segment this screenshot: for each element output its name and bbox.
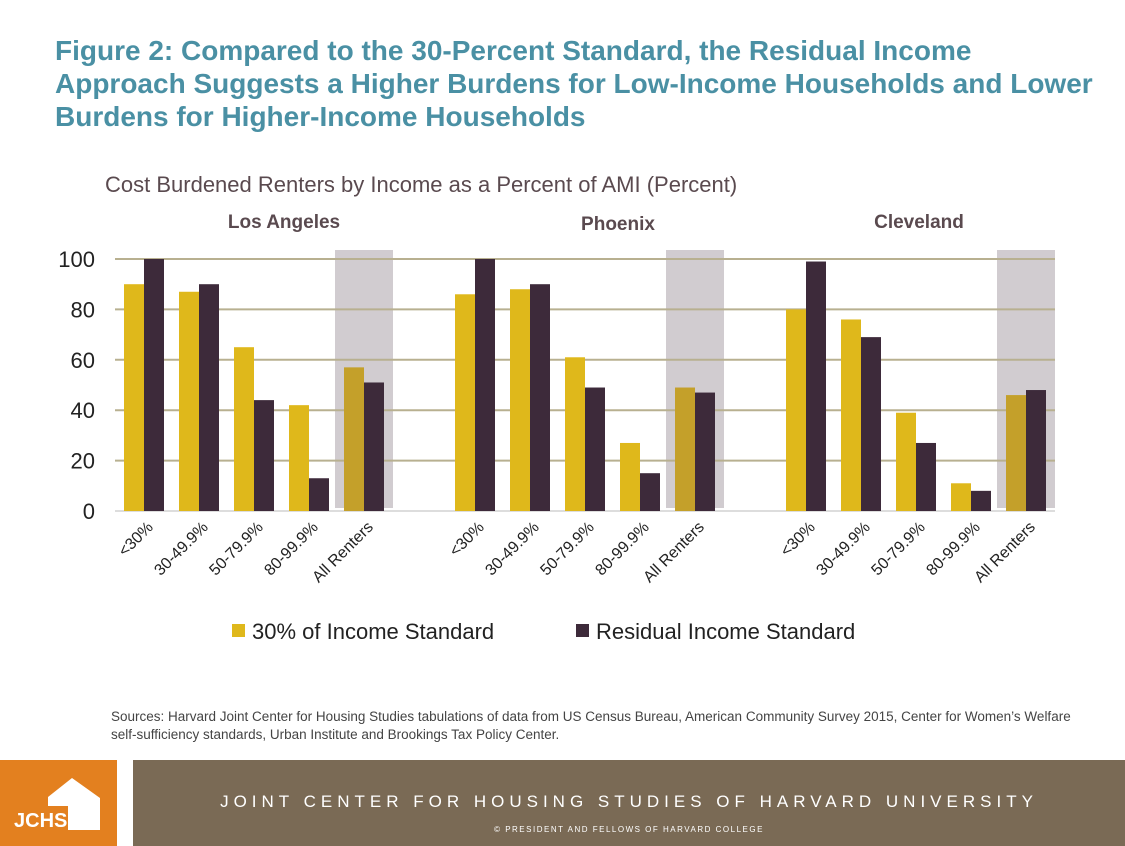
chart-title: Cost Burdened Renters by Income as a Per…: [105, 172, 738, 197]
bar-residual: [806, 261, 826, 511]
bar-thirty-percent: [841, 319, 861, 511]
bar-residual: [309, 478, 329, 511]
bar-residual: [695, 392, 715, 511]
bar-thirty-percent: [1006, 395, 1026, 511]
panel-title: Phoenix: [581, 214, 655, 235]
bar-thirty-percent: [124, 284, 144, 511]
bar-thirty-percent: [620, 442, 640, 511]
x-tick-label: 30-49.9%: [151, 519, 211, 579]
bar-thirty-percent: [896, 412, 916, 511]
y-tick-label: 100: [58, 247, 95, 272]
bar-residual: [861, 337, 881, 511]
panel-title: Cleveland: [874, 212, 964, 233]
x-tick-label: 50-79.9%: [206, 519, 266, 579]
y-tick-label: 40: [71, 398, 95, 423]
x-tick-label: 50-79.9%: [868, 519, 928, 579]
copyright: © PRESIDENT AND FELLOWS OF HARVARD COLLE…: [494, 825, 764, 834]
bar-residual: [1026, 390, 1046, 511]
bar-thirty-percent: [179, 291, 199, 511]
bar-thirty-percent: [510, 289, 530, 511]
bar-residual: [199, 284, 219, 511]
legend-label: Residual Income Standard: [596, 619, 855, 644]
jchs-logo: JCHS: [0, 760, 117, 846]
bar-residual: [475, 259, 495, 511]
y-tick-label: 20: [71, 449, 95, 474]
bar-thirty-percent: [675, 387, 695, 511]
bar-residual: [585, 387, 605, 511]
bar-residual: [144, 259, 164, 511]
bar-thirty-percent: [344, 367, 364, 511]
bar-residual: [971, 490, 991, 511]
house-icon: [48, 778, 100, 830]
bar-residual: [254, 400, 274, 511]
bar-thirty-percent: [565, 357, 585, 511]
page-title: Figure 2: Compared to the 30-Percent Sta…: [55, 35, 1093, 132]
x-tick-label: <30%: [116, 519, 157, 560]
bar-thirty-percent: [951, 483, 971, 511]
footer-banner: JOINT CENTER FOR HOUSING STUDIES OF HARV…: [133, 760, 1125, 846]
bar-residual: [364, 382, 384, 511]
bar-residual: [640, 473, 660, 511]
x-tick-label: 50-79.9%: [537, 519, 597, 579]
x-tick-label: <30%: [778, 519, 819, 560]
source-note: Sources: Harvard Joint Center for Housin…: [111, 709, 1071, 742]
bar-residual: [916, 442, 936, 511]
x-tick-label: 30-49.9%: [813, 519, 873, 579]
legend-swatch: [576, 624, 589, 637]
panel-title: Los Angeles: [228, 212, 340, 233]
x-tick-label: 30-49.9%: [482, 519, 542, 579]
y-tick-label: 60: [71, 348, 95, 373]
y-tick-label: 0: [83, 499, 95, 524]
x-tick-label: <30%: [447, 519, 488, 560]
y-tick-label: 80: [71, 297, 95, 322]
bar-thirty-percent: [234, 347, 254, 511]
bar-thirty-percent: [786, 309, 806, 511]
bar-thirty-percent: [289, 405, 309, 511]
bar-thirty-percent: [455, 294, 475, 511]
legend-label: 30% of Income Standard: [252, 619, 494, 644]
logo-text: JCHS: [14, 810, 68, 832]
legend-swatch: [232, 624, 245, 637]
bar-residual: [530, 284, 550, 511]
banner-title: JOINT CENTER FOR HOUSING STUDIES OF HARV…: [220, 792, 1038, 811]
